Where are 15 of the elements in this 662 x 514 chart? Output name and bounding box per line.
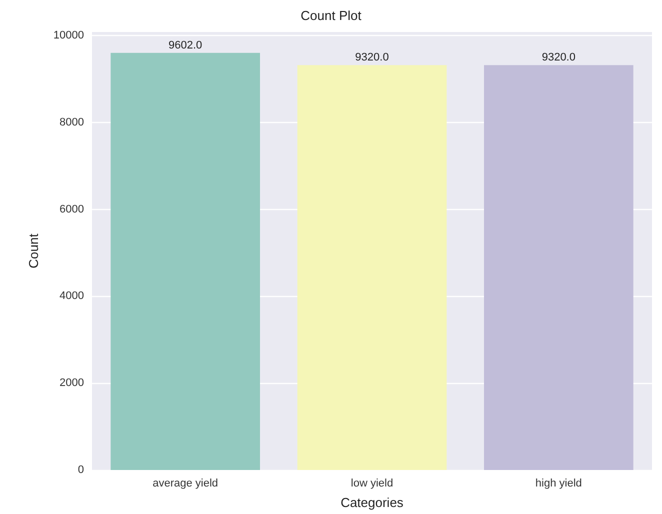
y-tick-label: 6000 [60, 203, 84, 216]
y-axis-title: Count [26, 233, 41, 268]
chart-title: Count Plot [300, 8, 362, 23]
y-tick-label: 8000 [60, 116, 84, 128]
x-tick-label: high yield [535, 478, 582, 490]
data-label: 9320.0 [355, 52, 389, 64]
x-tick-label: average yield [152, 478, 218, 490]
y-tick-label: 2000 [60, 377, 84, 390]
y-tick-label: 4000 [60, 290, 84, 302]
data-label: 9602.0 [168, 39, 202, 52]
y-tick-label: 0 [78, 464, 84, 476]
x-tick-label: low yield [350, 478, 394, 490]
x-axis-title: Categories [340, 495, 404, 510]
data-label: 9320.0 [542, 52, 576, 64]
y-tick-label: 10000 [53, 30, 84, 42]
